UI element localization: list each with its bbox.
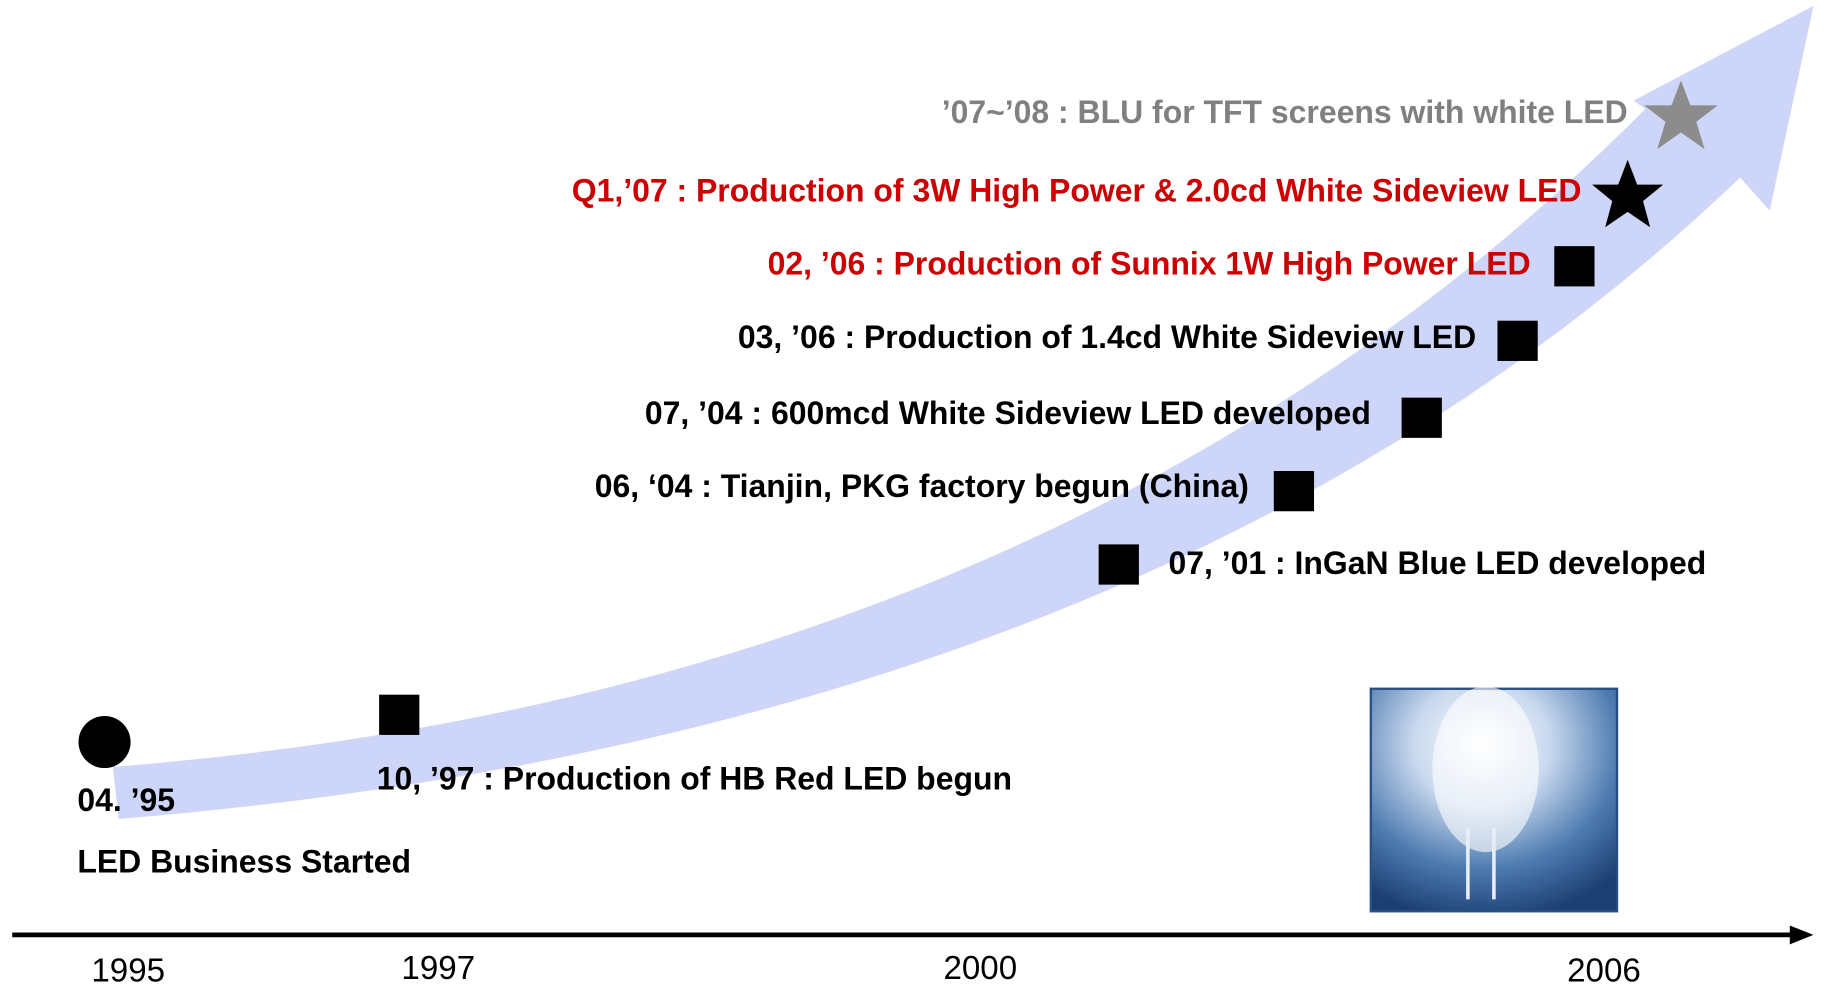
year-label: 2006 [1567, 953, 1641, 987]
page: ’07~’08 : BLU for TFT screens with white… [0, 0, 1847, 987]
year-label: 1997 [401, 950, 475, 987]
milestone-label: 03, ’06 : Production of 1.4cd White Side… [738, 319, 1476, 355]
axis-arrowhead [1790, 925, 1814, 944]
milestone-label: 02, ’06 : Production of Sunnix 1W High P… [768, 246, 1531, 282]
square-marker [379, 695, 419, 735]
square-marker [1497, 321, 1537, 361]
start-label: LED Business Started [77, 843, 411, 879]
milestone-label: 07, ’01 : InGaN Blue LED developed [1168, 545, 1706, 581]
milestone-label: 06, ‘04 : Tianjin, PKG factory begun (Ch… [595, 468, 1249, 504]
square-marker [1274, 471, 1314, 511]
year-label: 1995 [91, 953, 165, 987]
led-glow [1432, 686, 1539, 852]
square-marker [1099, 544, 1139, 584]
square-marker [1402, 398, 1442, 438]
milestone-label: 07, ’04 : 600mcd White Sideview LED deve… [645, 395, 1371, 431]
milestone-label: ’07~’08 : BLU for TFT screens with white… [942, 94, 1628, 130]
start-date: 04. ’95 [77, 782, 175, 818]
year-label: 2000 [943, 950, 1017, 987]
square-marker [1554, 246, 1594, 286]
milestone-label: 10, ’97 : Production of HB Red LED begun [377, 761, 1012, 797]
timeline: ’07~’08 : BLU for TFT screens with white… [0, 0, 1847, 987]
milestone-label: Q1,’07 : Production of 3W High Power & 2… [572, 172, 1582, 208]
circle-marker [79, 716, 131, 768]
